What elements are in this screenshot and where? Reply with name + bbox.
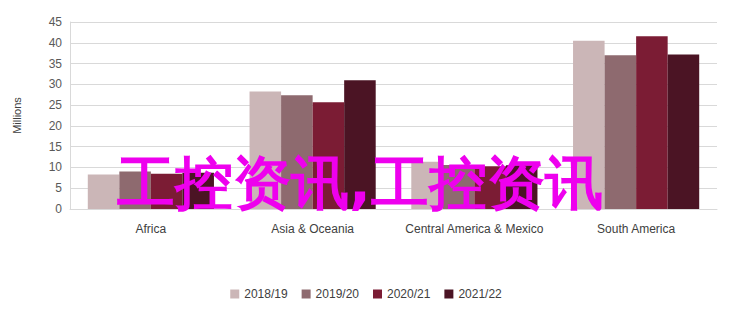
svg-text:45: 45 (49, 15, 63, 29)
svg-text:2021/22: 2021/22 (458, 287, 502, 301)
svg-text:15: 15 (49, 140, 63, 154)
svg-text:5: 5 (55, 181, 62, 195)
svg-text:35: 35 (49, 57, 63, 71)
svg-text:2019/20: 2019/20 (316, 287, 360, 301)
svg-text:20: 20 (49, 119, 63, 133)
svg-text:0: 0 (55, 202, 62, 216)
svg-text:Millions: Millions (11, 97, 23, 134)
svg-text:40: 40 (49, 36, 63, 50)
svg-text:2020/21: 2020/21 (387, 287, 431, 301)
svg-text:Africa: Africa (136, 222, 167, 236)
svg-text:2018/19: 2018/19 (244, 287, 288, 301)
svg-text:工控资讯,工控资讯: 工控资讯,工控资讯 (116, 149, 603, 217)
svg-text:30: 30 (49, 77, 63, 91)
svg-text:Central America & Mexico: Central America & Mexico (405, 222, 543, 236)
svg-text:Asia & Oceania: Asia & Oceania (271, 222, 354, 236)
svg-text:25: 25 (49, 98, 63, 112)
svg-text:South America: South America (597, 222, 675, 236)
svg-text:10: 10 (49, 160, 63, 174)
